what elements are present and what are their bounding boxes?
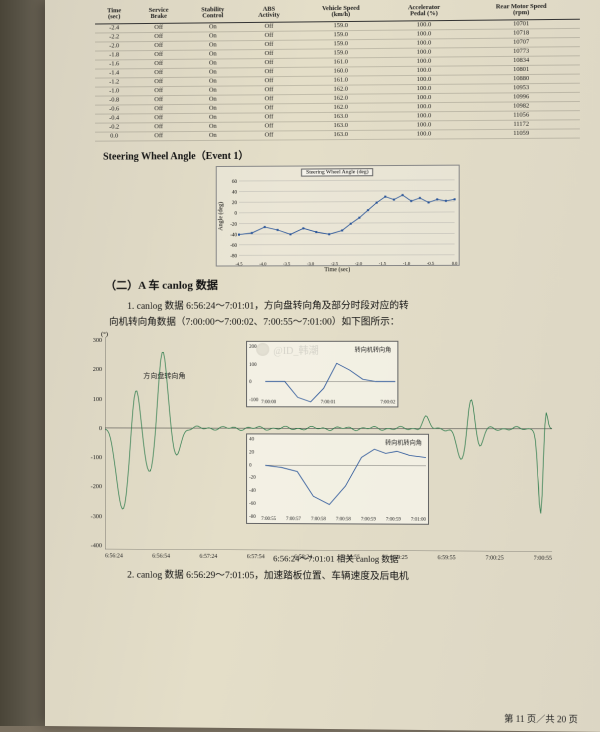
- inset-chart-2: 转向机转向角 40200-20-40-60-80 7:00:557:00:577…: [246, 433, 429, 524]
- section2-heading: （二）A 车 canlog 数据: [105, 275, 580, 292]
- table-header: ABSActivity: [242, 5, 297, 22]
- para1-line2: 向机转向角数据（7:00:00～7:00:02、7:00:55～7:01:00）…: [109, 314, 580, 331]
- big-chart-yticks: 3002001000-100-200-300-400: [83, 337, 102, 549]
- svg-text:-3.0: -3.0: [307, 261, 315, 266]
- svg-text:-40: -40: [230, 233, 237, 238]
- document-page: Time(sec)ServiceBrakeStabilityControlABS…: [45, 0, 600, 732]
- svg-text:20: 20: [232, 201, 238, 206]
- chart1-title: Steering Wheel Angle（Event 1）: [103, 144, 580, 162]
- canlog-chart: (°) 3002001000-100-200-300-400 6:56:246:…: [105, 337, 552, 552]
- svg-text:0.0: 0.0: [452, 260, 459, 265]
- svg-text:-4.0: -4.0: [259, 261, 267, 266]
- steering-angle-chart: Steering Wheel Angle (deg) Angle (deg) T…: [216, 164, 460, 266]
- svg-text:-4.5: -4.5: [235, 261, 243, 266]
- table-header: StabilityControl: [184, 6, 242, 23]
- svg-text:-3.5: -3.5: [283, 261, 291, 266]
- para1-line1: 1. canlog 数据 6:56:24～7:01:01，方向盘转向角及部分时段…: [109, 298, 580, 315]
- table-header: Time(sec): [95, 7, 133, 24]
- para2: 2. canlog 数据 6:56:29～7:01:05，加速踏板位置、车辆速度…: [109, 567, 580, 586]
- svg-text:-0.5: -0.5: [427, 261, 435, 266]
- table-header: AcceleratorPedal (%): [385, 4, 462, 21]
- svg-text:-2.5: -2.5: [331, 261, 339, 266]
- svg-text:60: 60: [232, 180, 238, 185]
- table-header: ServiceBrake: [133, 7, 184, 24]
- table-header: Vehicle Speed(km/h): [296, 4, 385, 21]
- svg-text:-2.0: -2.0: [355, 261, 363, 266]
- svg-text:-60: -60: [230, 243, 237, 248]
- page-number: 第 11 页／共 20 页: [504, 712, 578, 726]
- chart1-xlabel: Time (sec): [324, 267, 350, 273]
- table-header: Rear Motor Speed(rpm): [463, 2, 580, 20]
- svg-text:-1.5: -1.5: [379, 261, 387, 266]
- svg-text:-20: -20: [230, 222, 237, 227]
- data-table: Time(sec)ServiceBrakeStabilityControlABS…: [95, 2, 580, 141]
- svg-text:-80: -80: [230, 254, 237, 259]
- inset-chart-1: 转向机转向角 2001000-100 7:00:007:00:017:00:02: [246, 341, 398, 408]
- svg-text:0: 0: [234, 212, 237, 217]
- svg-text:-1.0: -1.0: [403, 261, 411, 266]
- svg-text:40: 40: [232, 190, 238, 195]
- table-row: 0.0OffOnOff163.0100.011059: [95, 129, 580, 141]
